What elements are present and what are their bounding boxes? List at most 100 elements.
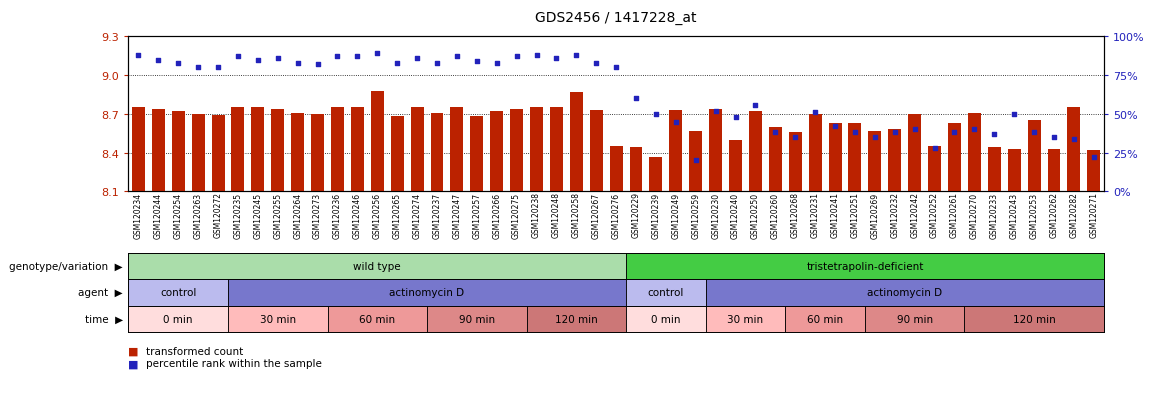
Text: GSM120269: GSM120269 — [870, 192, 880, 238]
Point — [766, 130, 785, 136]
Bar — [530, 108, 543, 192]
Bar — [1028, 121, 1041, 192]
Bar — [788, 133, 801, 192]
Bar — [769, 128, 781, 192]
Text: GSM120234: GSM120234 — [134, 192, 142, 238]
Point — [150, 57, 168, 64]
Bar — [729, 140, 742, 192]
Point — [846, 130, 864, 136]
Text: GSM120236: GSM120236 — [333, 192, 342, 238]
Text: GSM120259: GSM120259 — [691, 192, 701, 238]
Text: GSM120242: GSM120242 — [910, 192, 919, 238]
Text: GSM120255: GSM120255 — [273, 192, 283, 238]
Bar — [128, 280, 228, 306]
Bar — [231, 108, 244, 192]
Bar — [251, 108, 264, 192]
Point — [487, 60, 506, 67]
Text: GSM120254: GSM120254 — [174, 192, 182, 238]
Bar — [626, 306, 705, 332]
Point — [308, 62, 327, 68]
Bar — [311, 114, 324, 192]
Bar — [172, 112, 185, 192]
Text: GSM120276: GSM120276 — [612, 192, 620, 238]
Text: ■: ■ — [128, 346, 139, 356]
Bar — [889, 130, 902, 192]
Bar — [868, 131, 882, 192]
Bar — [948, 123, 961, 192]
Bar — [211, 116, 224, 192]
Point — [288, 60, 307, 67]
Text: GSM120266: GSM120266 — [492, 192, 501, 238]
Bar — [527, 306, 626, 332]
Text: GSM120272: GSM120272 — [214, 192, 223, 238]
Bar — [626, 280, 705, 306]
Bar — [590, 111, 603, 192]
Point — [885, 130, 904, 136]
Point — [586, 60, 605, 67]
Text: 30 min: 30 min — [259, 314, 296, 324]
Text: GSM120235: GSM120235 — [234, 192, 243, 238]
Text: transformed count: transformed count — [146, 346, 243, 356]
Point — [507, 54, 526, 61]
Point — [965, 127, 983, 133]
Point — [746, 102, 765, 109]
Text: GSM120261: GSM120261 — [950, 192, 959, 238]
Text: 120 min: 120 min — [555, 314, 598, 324]
Bar — [132, 108, 145, 192]
Text: 60 min: 60 min — [360, 314, 395, 324]
Text: GSM120240: GSM120240 — [731, 192, 741, 238]
Bar — [828, 123, 841, 192]
Bar — [271, 109, 284, 192]
Bar — [128, 306, 228, 332]
Bar — [785, 306, 865, 332]
Text: GSM120282: GSM120282 — [1070, 192, 1078, 238]
Point — [368, 51, 387, 57]
Point — [865, 135, 884, 141]
Point — [229, 54, 248, 61]
Text: GSM120239: GSM120239 — [652, 192, 660, 238]
Point — [1084, 154, 1103, 161]
Bar — [370, 91, 384, 192]
Point — [945, 130, 964, 136]
Text: GSM120258: GSM120258 — [572, 192, 580, 238]
Text: GSM120252: GSM120252 — [930, 192, 939, 238]
Bar — [128, 253, 626, 280]
Point — [1004, 111, 1023, 118]
Bar — [965, 306, 1104, 332]
Text: control: control — [160, 288, 196, 298]
Point — [527, 52, 545, 59]
Point — [606, 65, 625, 71]
Text: GSM120260: GSM120260 — [771, 192, 780, 238]
Bar — [610, 147, 623, 192]
Point — [806, 110, 825, 116]
Text: GSM120233: GSM120233 — [989, 192, 999, 238]
Bar — [968, 113, 981, 192]
Bar — [1087, 151, 1100, 192]
Bar — [427, 306, 527, 332]
Bar — [669, 111, 682, 192]
Point — [427, 60, 446, 67]
Bar — [327, 306, 427, 332]
Bar — [626, 253, 1104, 280]
Text: GSM120247: GSM120247 — [452, 192, 461, 238]
Text: GSM120271: GSM120271 — [1090, 192, 1098, 238]
Point — [667, 119, 686, 126]
Bar — [630, 148, 642, 192]
Bar — [1048, 150, 1061, 192]
Text: GSM120241: GSM120241 — [830, 192, 840, 238]
Bar — [431, 113, 444, 192]
Text: GSM120245: GSM120245 — [253, 192, 263, 238]
Bar — [808, 114, 821, 192]
Bar — [411, 108, 424, 192]
Bar — [291, 113, 304, 192]
Text: wild type: wild type — [354, 261, 401, 271]
Text: GSM120250: GSM120250 — [751, 192, 760, 238]
Text: 60 min: 60 min — [807, 314, 843, 324]
Text: GSM120238: GSM120238 — [531, 192, 541, 238]
Bar — [510, 109, 523, 192]
Text: tristetrapolin-deficient: tristetrapolin-deficient — [806, 261, 924, 271]
Text: GSM120257: GSM120257 — [472, 192, 481, 238]
Point — [130, 52, 148, 59]
Text: GSM120265: GSM120265 — [392, 192, 402, 238]
Point — [925, 145, 944, 152]
